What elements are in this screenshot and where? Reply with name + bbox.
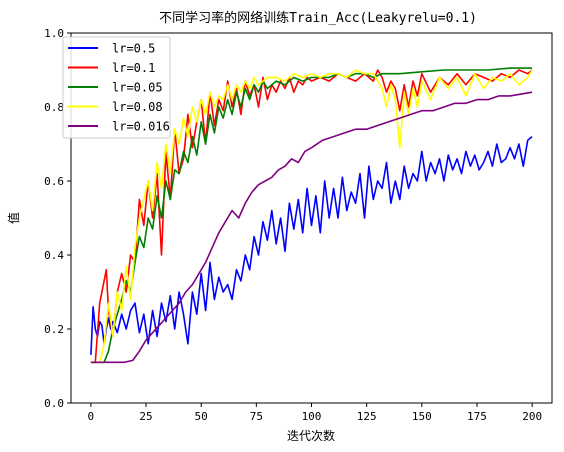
y-axis-label: 值: [6, 212, 21, 224]
y-tick-label: 0.0: [44, 397, 64, 410]
y-tick-label: 1.0: [44, 27, 64, 40]
legend-box: [62, 36, 171, 139]
y-tick-label: 0.4: [44, 249, 64, 262]
y-tick-label: 0.2: [44, 323, 64, 336]
x-tick-label: 50: [195, 410, 208, 423]
x-tick-label: 25: [139, 410, 152, 423]
series-line-4: [90, 91, 533, 364]
x-tick-label: 75: [250, 410, 263, 423]
series-line-0: [90, 135, 533, 355]
legend: lr=0.5 lr=0.1 lr=0.05 lr=0.08 lr=0.016: [62, 36, 171, 139]
x-tick-label: 100: [302, 410, 322, 423]
x-tick-label: 200: [522, 410, 542, 423]
legend-label: lr=0.08: [112, 100, 163, 114]
legend-label: lr=0.05: [112, 81, 163, 95]
x-tick-label: 0: [88, 410, 95, 423]
x-axis-label: 迭代次数: [287, 428, 335, 443]
series-layer: [90, 67, 533, 364]
chart-title: 不同学习率的网络训练Train_Acc(Leakyrelu=0.1): [159, 10, 477, 26]
x-tick-label: 125: [357, 410, 377, 423]
legend-label: lr=0.1: [112, 61, 155, 75]
legend-label: lr=0.016: [112, 120, 170, 134]
x-axis: 0 25 50 75 100 125 150 175 200: [88, 403, 542, 423]
y-tick-label: 0.6: [44, 175, 64, 188]
series-line-3: [90, 69, 533, 364]
y-tick-label: 0.8: [44, 101, 64, 114]
x-tick-label: 175: [467, 410, 487, 423]
legend-label: lr=0.5: [112, 42, 155, 56]
y-axis: 0.0 0.2 0.4 0.6 0.8 1.0: [44, 27, 71, 410]
x-tick-label: 150: [412, 410, 432, 423]
series-line-1: [90, 69, 533, 364]
